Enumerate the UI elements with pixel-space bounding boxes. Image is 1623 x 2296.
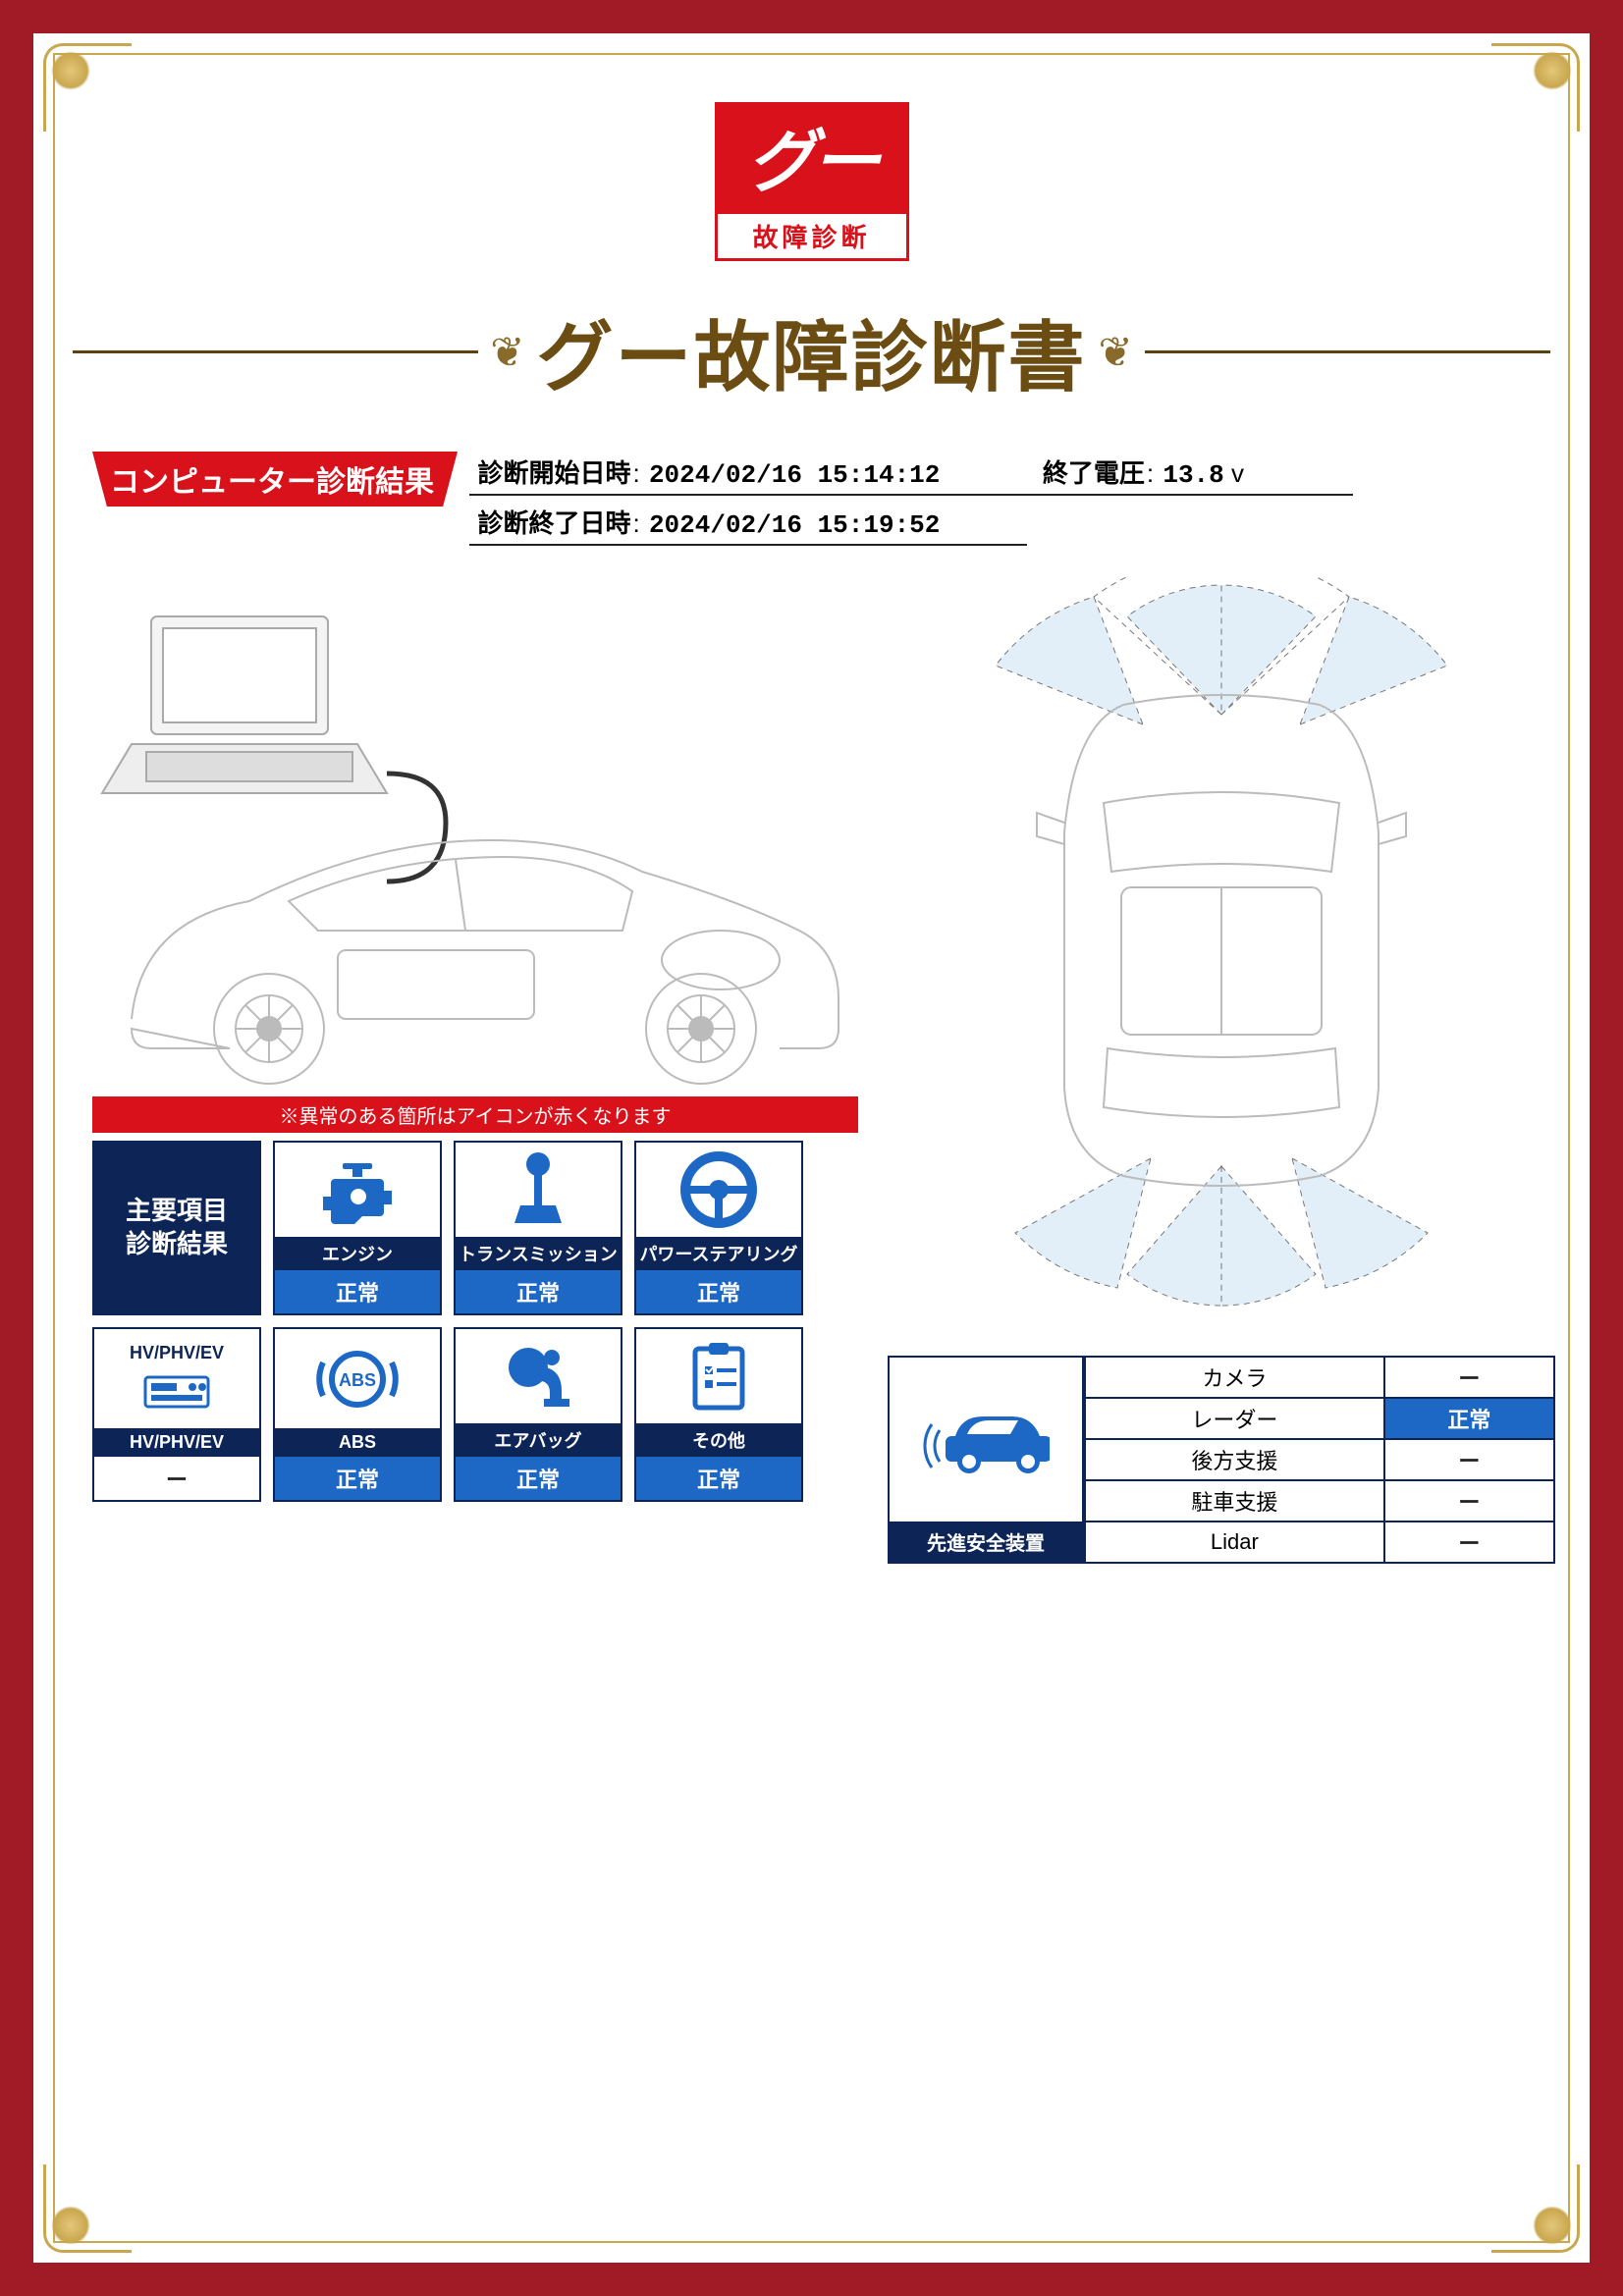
tile-name: パワーステアリング [636, 1237, 801, 1270]
illustration-right: 先進安全装置 カメラ ー レーダー 正常 [888, 577, 1555, 1564]
title-divider [1145, 350, 1550, 353]
tile-name: エンジン [275, 1237, 440, 1270]
flourish-icon: ❦ [1099, 328, 1133, 376]
safety-row-status: ー [1384, 1522, 1554, 1563]
meta-block: コンピューター診断結果 診断開始日時: 2024/02/16 15:14:12 … [73, 452, 1550, 552]
status-header-l2: 診断結果 [126, 1228, 228, 1261]
table-row: レーダー 正常 [1085, 1398, 1554, 1439]
status-grid: 主要項目 診断結果 エンジン 正常 トランスミッ [92, 1141, 858, 1502]
flourish-icon: ❦ [490, 328, 524, 376]
end-value: 2024/02/16 15:19:52 [649, 510, 940, 540]
meta-line-end: 診断終了日時: 2024/02/16 15:19:52 [469, 502, 1027, 546]
safety-header: 先進安全装置 [890, 1522, 1082, 1562]
transmission-icon [456, 1143, 621, 1237]
corner-ornament [43, 2164, 132, 2253]
meta-lines: 診断開始日時: 2024/02/16 15:14:12 終了電圧: 13.8 v… [469, 452, 1353, 552]
table-row: 後方支援 ー [1085, 1439, 1554, 1480]
safety-row-name: Lidar [1085, 1522, 1384, 1563]
tile-status: 正常 [275, 1457, 440, 1500]
safety-row-status: ー [1384, 1357, 1554, 1398]
engine-icon [275, 1143, 440, 1237]
tile-power-steering: パワーステアリング 正常 [634, 1141, 803, 1315]
section-banner: コンピューター診断結果 [92, 452, 458, 507]
start-label: 診断開始日時 [477, 458, 630, 488]
tile-name: HV/PHV/EV [94, 1428, 259, 1457]
tile-status: 正常 [456, 1270, 621, 1313]
logo: グー 故障診断 [715, 102, 909, 261]
status-header-l1: 主要項目 [126, 1195, 228, 1228]
corner-ornament [1491, 2164, 1580, 2253]
tile-abs: ABS ABS 正常 [273, 1327, 442, 1502]
tile-name: その他 [636, 1423, 801, 1457]
tile-airbag: エアバッグ 正常 [454, 1327, 622, 1502]
illustration-row: ※異常のある箇所はアイコンが赤くなります 主要項目 診断結果 エンジン 正常 [73, 577, 1550, 1564]
car-top-diagram [888, 577, 1555, 1343]
status-header-tile: 主要項目 診断結果 [92, 1141, 261, 1315]
tile-name: エアバッグ [456, 1423, 621, 1457]
volt-label: 終了電圧 [1043, 458, 1145, 488]
logo-brand: グー [718, 105, 906, 214]
car-side-diagram [92, 577, 858, 1088]
airbag-icon [456, 1329, 621, 1423]
steering-icon [636, 1143, 801, 1237]
tile-status: 正常 [636, 1457, 801, 1500]
end-label: 診断終了日時 [477, 508, 630, 538]
tile-status: ー [94, 1457, 259, 1500]
start-value: 2024/02/16 15:14:12 [649, 460, 940, 490]
tile-other: その他 正常 [634, 1327, 803, 1502]
logo-block: グー 故障診断 [73, 102, 1550, 261]
title-row: ❦ グー故障診断書 ❦ [73, 296, 1550, 406]
safety-row-name: レーダー [1085, 1398, 1384, 1439]
safety-table: カメラ ー レーダー 正常 後方支援 ー [1084, 1356, 1555, 1564]
safety-row-name: 駐車支援 [1085, 1480, 1384, 1522]
svg-text:ABS: ABS [339, 1370, 376, 1390]
tile-status: 正常 [636, 1270, 801, 1313]
safety-row-status: ー [1384, 1480, 1554, 1522]
volt-value: 13.8 [1163, 460, 1223, 490]
meta-line-start: 診断開始日時: 2024/02/16 15:14:12 終了電圧: 13.8 v [469, 452, 1353, 496]
document-title: グー故障診断書 [537, 296, 1087, 406]
safety-row-status: 正常 [1384, 1398, 1554, 1439]
table-row: カメラ ー [1085, 1357, 1554, 1398]
table-row: 駐車支援 ー [1085, 1480, 1554, 1522]
illustration-left: ※異常のある箇所はアイコンが赤くなります 主要項目 診断結果 エンジン 正常 [92, 577, 858, 1564]
corner-ornament [1491, 43, 1580, 132]
tile-hv: HV/PHV/EV HV/PHV/EV ー [92, 1327, 261, 1502]
warning-bar: ※異常のある箇所はアイコンが赤くなります [92, 1096, 858, 1133]
safety-row-name: カメラ [1085, 1357, 1384, 1398]
tile-name: トランスミッション [456, 1237, 621, 1270]
safety-header-cell: 先進安全装置 [888, 1356, 1084, 1564]
tile-status: 正常 [456, 1457, 621, 1500]
hv-top-label: HV/PHV/EV [130, 1343, 224, 1363]
safety-car-icon [890, 1358, 1082, 1522]
hv-icon: HV/PHV/EV [94, 1329, 259, 1428]
volt-unit: v [1231, 458, 1244, 488]
corner-ornament [43, 43, 132, 132]
inner-sheet: グー 故障診断 ❦ グー故障診断書 ❦ コンピューター診断結果 診断開始日時: … [33, 33, 1590, 2263]
safety-row-status: ー [1384, 1439, 1554, 1480]
abs-icon: ABS [275, 1329, 440, 1428]
tile-engine: エンジン 正常 [273, 1141, 442, 1315]
title-divider [73, 350, 478, 353]
logo-subtitle: 故障診断 [718, 214, 906, 258]
tile-status: 正常 [275, 1270, 440, 1313]
safety-row-name: 後方支援 [1085, 1439, 1384, 1480]
tile-name: ABS [275, 1428, 440, 1457]
clipboard-icon [636, 1329, 801, 1423]
page-frame: グー 故障診断 ❦ グー故障診断書 ❦ コンピューター診断結果 診断開始日時: … [0, 0, 1623, 2296]
tile-transmission: トランスミッション 正常 [454, 1141, 622, 1315]
safety-block: 先進安全装置 カメラ ー レーダー 正常 [888, 1356, 1555, 1564]
table-row: Lidar ー [1085, 1522, 1554, 1563]
